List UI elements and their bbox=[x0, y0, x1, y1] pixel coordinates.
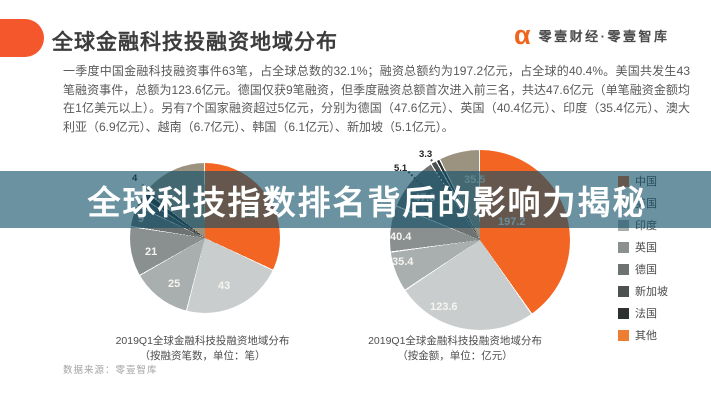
caption-left-line1: 2019Q1全球金融科技投融资地域分布 bbox=[115, 335, 290, 347]
headline-overlay-title: 全球科技指数排名背后的影响力揭秘 bbox=[87, 183, 648, 221]
brand-logo: α 零壹财经·零壹智库 bbox=[514, 22, 669, 49]
legend-swatch bbox=[618, 329, 629, 341]
page-title: 全球金融科技投融资地域分布 bbox=[52, 31, 338, 54]
caption-left-pie: 2019Q1全球金融科技投融资地域分布 （按融资笔数，单位：笔） bbox=[85, 334, 320, 364]
data-source-note: 数据来源：零壹智库 bbox=[63, 365, 158, 376]
caption-right-line1: 2019Q1全球金融科技投融资地域分布 bbox=[368, 335, 542, 347]
brand-logo-text: 零壹财经·零壹智库 bbox=[538, 29, 670, 44]
headline-overlay-band: 全球科技指数排名背后的影响力揭秘 bbox=[0, 171, 711, 228]
legend-item-法国: 法国 bbox=[618, 307, 668, 320]
legend-swatch bbox=[618, 241, 629, 253]
legend-item-德国: 德国 bbox=[618, 263, 668, 276]
legend-label: 英国 bbox=[635, 242, 657, 254]
caption-right-pie: 2019Q1全球金融科技投融资地域分布 （按金额，单位：亿元） bbox=[340, 334, 570, 364]
pie-slice-label-印度: 35.4 bbox=[392, 256, 414, 268]
legend-item-英国: 英国 bbox=[618, 241, 668, 254]
legend-swatch bbox=[618, 307, 629, 319]
summary-paragraph: 一季度中国金融科技融资事件63笔，占全球总数的32.1%；融资总额约为197.2… bbox=[63, 64, 690, 134]
pie-slice-label-印度: 25 bbox=[168, 278, 181, 290]
legend-item-新加坡: 新加坡 bbox=[618, 285, 668, 298]
legend-label: 新加坡 bbox=[635, 286, 668, 298]
pie-slice-label-英国: 21 bbox=[145, 246, 158, 258]
pie-slice-label-美国: 123.6 bbox=[430, 301, 458, 313]
title-accent-tag bbox=[0, 19, 44, 57]
pie-outside-label-法国: 3.3 bbox=[419, 149, 433, 160]
caption-left-line2: （按融资笔数，单位：笔） bbox=[139, 350, 266, 362]
legend-swatch bbox=[618, 263, 629, 275]
pie-slice-label-美国: 43 bbox=[218, 280, 231, 292]
caption-right-line2: （按金额，单位：亿元） bbox=[397, 350, 513, 362]
legend-label: 其他 bbox=[635, 330, 657, 342]
legend-swatch bbox=[618, 285, 629, 297]
pie-outside-label-新加坡: 5.1 bbox=[394, 163, 408, 174]
legend-item-其他: 其他 bbox=[618, 329, 668, 342]
legend-label: 法国 bbox=[635, 308, 657, 320]
pie-slice-label-英国: 40.4 bbox=[390, 231, 412, 243]
brand-logo-icon: α bbox=[514, 20, 531, 50]
legend-label: 德国 bbox=[635, 264, 657, 276]
